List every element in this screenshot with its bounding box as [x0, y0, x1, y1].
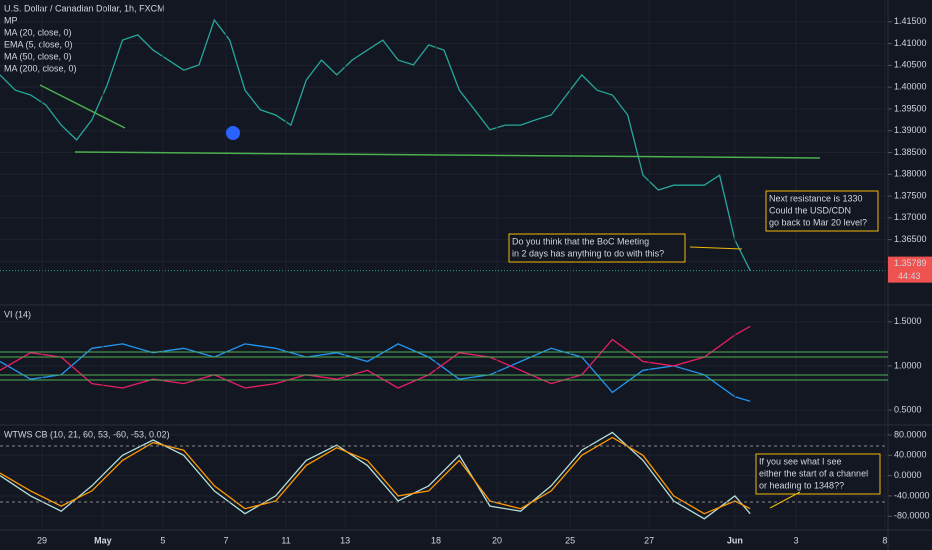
- price-label: 1.35789: [894, 258, 927, 268]
- x-tick-label: 18: [431, 535, 441, 545]
- y-tick-label: 1.37000: [894, 212, 927, 222]
- y-tick-label: 1.0000: [894, 360, 922, 370]
- annotation-text: either the start of a channel: [759, 468, 868, 478]
- x-tick-label: 3: [794, 535, 799, 545]
- indicator-line: [0, 431, 751, 520]
- y-tick-label: 1.36500: [894, 234, 927, 244]
- x-tick-label: 7: [223, 535, 228, 545]
- x-tick-label: 8: [882, 535, 887, 545]
- x-tick-label: 20: [492, 535, 502, 545]
- y-tick-label: 1.38000: [894, 169, 927, 179]
- indicator-line: [0, 436, 751, 515]
- pane-title: VI (14): [4, 309, 31, 319]
- pane-title: WTWS CB (10, 21, 60, 53, -60, -53, 0.02): [4, 429, 170, 439]
- y-tick-label: 0.5000: [894, 404, 922, 414]
- legend-item: MP: [4, 15, 18, 25]
- x-tick-label: 29: [37, 535, 47, 545]
- legend-item: EMA (5, close, 0): [4, 39, 73, 49]
- legend-item: MA (20, close, 0): [4, 27, 72, 37]
- x-tick-label: Jun: [727, 535, 743, 545]
- annotation-box: [755, 453, 881, 495]
- x-tick-label: May: [94, 535, 112, 545]
- y-tick-label: 1.37500: [894, 190, 927, 200]
- x-tick-label: 11: [281, 535, 290, 545]
- y-tick-label: 80.0000: [894, 429, 927, 439]
- annotation-text: Next resistance is 1330: [769, 193, 863, 203]
- y-tick-label: 40.0000: [894, 450, 927, 460]
- x-tick-label: 13: [340, 535, 350, 545]
- price-line: [0, 18, 751, 271]
- x-tick-label: 5: [160, 535, 165, 545]
- pane-title: U.S. Dollar / Canadian Dollar, 1h, FXCM: [4, 3, 165, 13]
- legend-item: MA (50, close, 0): [4, 51, 72, 61]
- indicator-line: [0, 343, 751, 402]
- annotation-text: If you see what I see: [759, 456, 842, 466]
- y-tick-label: 1.39000: [894, 125, 927, 135]
- y-tick-label: -80.0000: [894, 511, 930, 521]
- y-tick-label: 1.38500: [894, 147, 927, 157]
- legend-item: MA (200, close, 0): [4, 63, 77, 73]
- price-box: [888, 256, 932, 283]
- indicator-line: [0, 325, 751, 389]
- y-tick-label: 0.0000: [894, 470, 922, 480]
- annotation-text: go back to Mar 20 level?: [769, 217, 867, 227]
- marker-dot: [226, 126, 240, 140]
- y-tick-label: 1.41500: [894, 16, 927, 26]
- y-tick-label: 1.39500: [894, 103, 927, 113]
- annotation-box: [508, 233, 686, 263]
- annotation-text: or heading to 1348??: [759, 480, 844, 490]
- trend-line: [39, 84, 126, 129]
- trend-line: [74, 151, 821, 159]
- y-tick-label: 1.41000: [894, 38, 927, 48]
- countdown-label: 44:43: [898, 271, 921, 281]
- y-tick-label: -40.0000: [894, 490, 930, 500]
- y-tick-label: 1.40000: [894, 82, 927, 92]
- x-tick-label: 25: [565, 535, 575, 545]
- arrow: [689, 246, 743, 250]
- annotation-text: Could the USD/CDN: [769, 205, 851, 215]
- y-tick-label: 1.5000: [894, 316, 922, 326]
- x-tick-label: 27: [644, 535, 654, 545]
- annotation-text: Do you think that the BoC Meeting: [512, 236, 649, 246]
- y-tick-label: 1.40500: [894, 60, 927, 70]
- annotation-box: [765, 190, 879, 232]
- annotation-text: in 2 days has anything to do with this?: [512, 248, 664, 258]
- arrow: [769, 491, 801, 509]
